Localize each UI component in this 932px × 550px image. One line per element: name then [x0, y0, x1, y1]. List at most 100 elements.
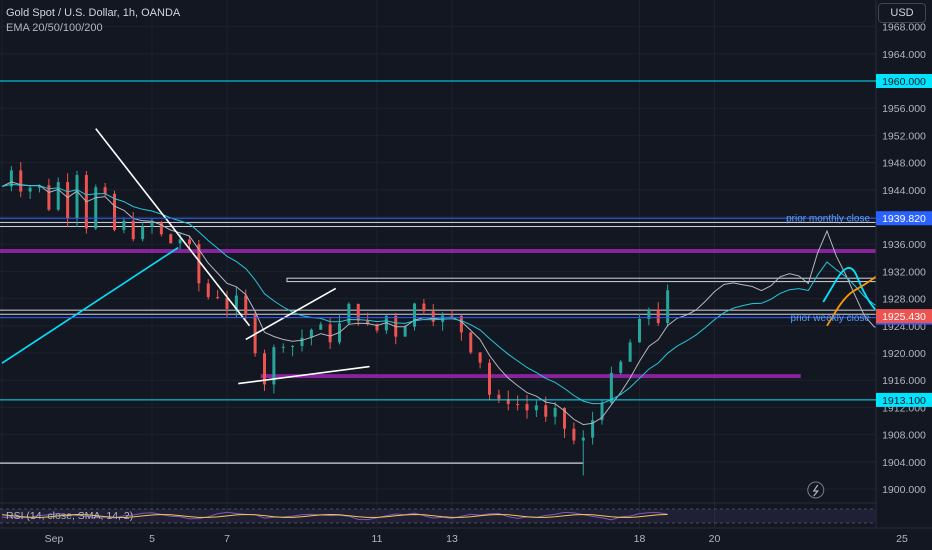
white-box: [0, 221, 932, 228]
candle-body: [150, 222, 154, 227]
candle-body: [281, 346, 285, 348]
purple-zone: [0, 249, 880, 253]
candle-body: [347, 303, 351, 324]
candle-body: [38, 185, 41, 188]
candle-body: [263, 353, 266, 385]
lightning-icon: [807, 481, 825, 499]
trendline: [245, 287, 337, 341]
time-tick-label: 20: [709, 533, 721, 545]
grid: [0, 0, 903, 528]
candle-body: [94, 187, 98, 229]
candle-body: [291, 345, 295, 347]
candle-body: [478, 352, 482, 363]
ema-legend[interactable]: EMA 20/50/100/200: [6, 22, 103, 34]
candle-body: [366, 320, 370, 325]
candle-body: [544, 405, 548, 417]
price-tick-label: 1948.000: [882, 158, 926, 170]
symbol-legend[interactable]: Gold Spot / U.S. Dollar, 1h, OANDA: [6, 7, 181, 19]
candle-body: [506, 399, 510, 405]
candle-body: [9, 170, 13, 187]
candle-body: [375, 324, 379, 331]
candle-body: [206, 283, 210, 298]
price-tick-label: 1944.000: [882, 185, 926, 197]
time-axis[interactable]: Sep57111318202527Oct: [0, 527, 932, 545]
ema-50-line: [1, 183, 931, 405]
candle-body: [563, 408, 566, 429]
candle-body: [591, 420, 595, 438]
candle-body: [441, 315, 445, 322]
candle-body: [628, 342, 632, 362]
price-tick-label: 1900.000: [882, 484, 926, 496]
price-tick-label: 1956.000: [882, 103, 926, 115]
currency-button[interactable]: USD: [878, 3, 926, 23]
candle-body: [244, 295, 248, 315]
rsi-line: [1, 511, 668, 521]
time-tick-label: 25: [896, 533, 908, 545]
candle-body: [197, 244, 201, 284]
candle-body: [572, 428, 576, 441]
candle-body: [600, 402, 604, 421]
candle-body: [300, 337, 304, 346]
price-axis-background: [876, 0, 932, 550]
candle-body: [225, 298, 229, 309]
prior-monthly-close-tag: [876, 211, 932, 226]
candle-body: [422, 303, 426, 312]
price-tick-label: 1920.000: [882, 348, 926, 360]
candle-body: [309, 329, 313, 338]
candle-body: [122, 220, 126, 230]
candle-body: [234, 295, 238, 309]
candle-body: [356, 303, 360, 321]
candles: [9, 162, 670, 476]
price-tick-label: 1964.000: [882, 49, 926, 61]
prior-monthly-close-price: 1939.820: [882, 213, 926, 225]
candle-body: [403, 326, 407, 337]
candle-body: [413, 303, 416, 327]
candle-body: [28, 187, 32, 192]
candle-body: [188, 239, 191, 245]
candle-body: [56, 182, 60, 210]
rsi-legend[interactable]: RSI (14, close, SMA, 14, 2): [6, 510, 134, 522]
candle-body: [647, 309, 651, 319]
current-price-tag: [876, 309, 932, 324]
rsi-pane: [0, 502, 876, 524]
candle-body: [75, 175, 79, 219]
candle-body: [216, 297, 220, 299]
time-tick-label: 13: [446, 533, 458, 545]
candle-body: [534, 405, 538, 411]
lightning-icon-bolt: [812, 484, 819, 497]
price-tick-label: 1928.000: [882, 294, 926, 306]
price-tick-label: 1908.000: [882, 430, 926, 442]
candle-body: [609, 372, 613, 403]
candle-body: [272, 347, 276, 385]
price-tick-label: 1916.000: [882, 375, 926, 387]
current-price-label: 1925.430: [882, 311, 926, 323]
ema-20-line: [1, 181, 931, 426]
price-tick-label: 1932.000: [882, 266, 926, 278]
candle-body: [113, 193, 116, 230]
candle-body: [178, 239, 182, 244]
candle-body: [656, 309, 660, 323]
candle-body: [103, 187, 107, 194]
candle-body: [488, 362, 491, 395]
price-tick-label: 1952.000: [882, 130, 926, 142]
time-tick-label: 18: [634, 533, 646, 545]
trendline: [95, 128, 251, 327]
time-tick-label: 11: [372, 533, 383, 545]
resistance-1960-tag: [876, 74, 932, 88]
resistance-1960-price: 1960.000: [882, 76, 926, 88]
price-tick-label: 1968.000: [882, 22, 926, 34]
horizontal-levels: 1960.000 prior monthly close 1939.820 prior…: [0, 74, 932, 407]
candle-body: [141, 226, 145, 240]
prior-monthly-close-text: prior monthly close: [786, 214, 870, 225]
time-tick-label: 7: [224, 533, 230, 545]
candle-body: [328, 324, 332, 343]
candle-body: [553, 408, 557, 417]
candle-body: [131, 220, 135, 240]
candle-body: [431, 311, 435, 322]
candle-body: [619, 361, 623, 373]
candle-body: [19, 170, 23, 192]
candle-body: [450, 315, 454, 317]
